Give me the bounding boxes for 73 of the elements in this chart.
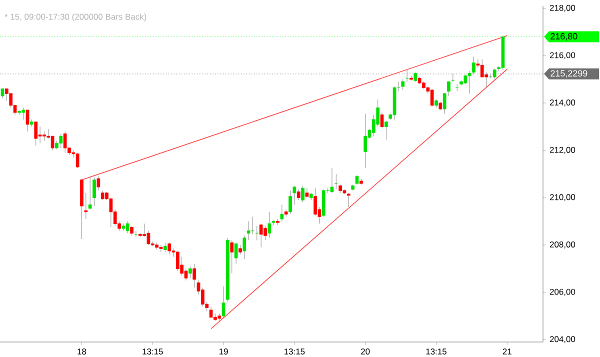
y-tick-label: 210,00 [550, 194, 576, 202]
text: * 15, 09:00-17:30 (200000 Bars Back) [4, 14, 146, 22]
candlestick [168, 242, 171, 255]
candlestick [401, 79, 405, 90]
candlestick [259, 223, 263, 248]
candlestick [176, 250, 180, 272]
x-tick-label: 13:15 [426, 348, 446, 355]
candlestick [59, 134, 63, 148]
candlestick [92, 177, 96, 206]
candlestick [355, 174, 359, 185]
candlestick [380, 112, 384, 128]
candlestick [305, 188, 309, 198]
candlestick [292, 186, 296, 206]
candlestick [480, 58, 484, 78]
candlestick [447, 81, 450, 96]
candlestick [296, 189, 300, 200]
y-tick-label: 204,00 [550, 336, 576, 344]
y-tick-label: 216,00 [550, 52, 576, 60]
candlestick [84, 192, 88, 220]
candlestick [464, 74, 468, 84]
ref-line-label: 216,80 [550, 33, 578, 40]
candlestick [230, 240, 234, 274]
candlestick [163, 242, 167, 252]
x-tick-label: 21 [502, 348, 512, 354]
candlestick [264, 226, 267, 241]
y-tick-label: 206,00 [550, 288, 576, 296]
candlestick [234, 242, 238, 264]
candlestick [346, 192, 350, 208]
candlestick [268, 212, 272, 238]
candlestick [430, 88, 434, 107]
candlestick [314, 188, 317, 216]
y-tick-label: 218,00 [550, 4, 576, 12]
candlestick [188, 266, 192, 278]
candlestick [192, 264, 196, 288]
candlestick [159, 244, 163, 252]
candlestick [222, 286, 226, 319]
y-tick-label: 212,00 [550, 146, 576, 154]
candlestick [22, 107, 26, 120]
ref-line-label: 215,2299 [550, 70, 588, 78]
candlestick [100, 190, 104, 200]
candlestick [209, 306, 213, 319]
candlestick [468, 70, 472, 94]
y-tick-label: 208,00 [550, 241, 576, 248]
candlestick [63, 131, 67, 153]
candlestick [242, 235, 246, 260]
candlestick [301, 186, 304, 203]
candlestick [384, 120, 388, 140]
x-tick-label: 13:15 [284, 348, 305, 355]
candlestick [442, 93, 446, 114]
x-tick-label: 18 [78, 348, 86, 355]
candlestick [238, 244, 242, 255]
candlestick [280, 204, 284, 222]
candlestick [472, 56, 476, 75]
candlestick [126, 221, 130, 234]
candlestick [184, 268, 188, 281]
candlestick [50, 136, 54, 151]
candlestick [88, 176, 92, 210]
candlestick [414, 72, 418, 82]
x-tick-label: 20 [361, 348, 370, 355]
candlestick [76, 152, 80, 168]
candlestick [330, 168, 334, 194]
x-tick-label: 13:15 [142, 348, 163, 355]
candlestick [364, 113, 368, 168]
candlestick [492, 68, 496, 80]
candlestick [130, 226, 134, 236]
candlestick [288, 190, 292, 214]
y-tick-label: 214,00 [550, 100, 576, 107]
candlestick [96, 176, 100, 191]
x-tick-label: 19 [219, 348, 228, 355]
candlestick [34, 122, 38, 146]
candlestick [42, 131, 46, 142]
candlestick [122, 223, 126, 232]
candlestick [246, 221, 250, 241]
